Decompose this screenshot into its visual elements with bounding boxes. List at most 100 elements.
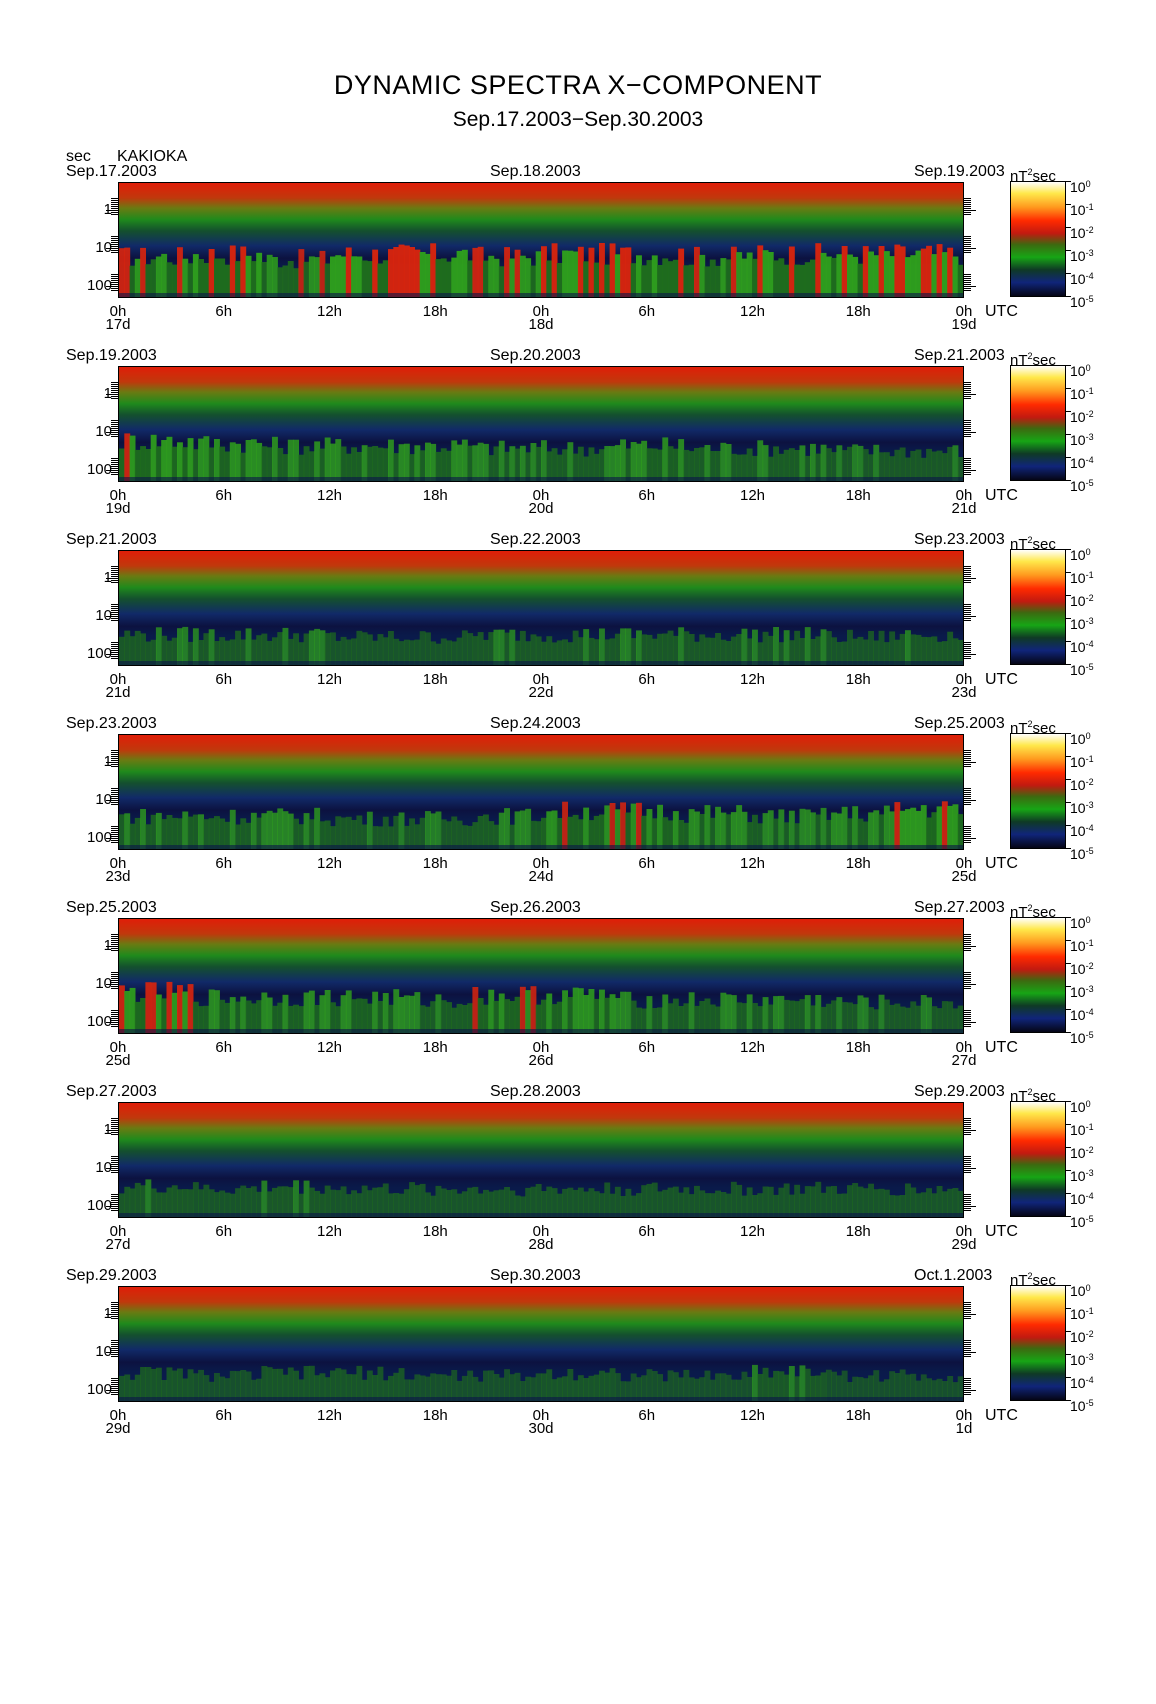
power-column bbox=[599, 243, 605, 297]
y-tick-left bbox=[111, 978, 118, 979]
power-column bbox=[926, 245, 932, 297]
y-tick-left bbox=[111, 604, 118, 605]
power-column bbox=[736, 805, 743, 849]
y-tick-right bbox=[964, 1026, 971, 1027]
power-column bbox=[182, 626, 189, 665]
power-column bbox=[667, 1370, 674, 1401]
power-column bbox=[720, 442, 727, 481]
power-column bbox=[804, 809, 811, 849]
power-column bbox=[546, 636, 553, 665]
y-tick-left bbox=[111, 804, 118, 805]
y-tick-left bbox=[111, 798, 118, 799]
power-column bbox=[593, 1191, 600, 1217]
y-tick-left bbox=[111, 982, 118, 983]
y-tick-right bbox=[964, 464, 971, 465]
power-column bbox=[419, 1183, 426, 1217]
y-tick-right bbox=[964, 282, 971, 283]
power-column bbox=[124, 813, 131, 849]
y-tick-left bbox=[111, 1170, 118, 1171]
power-column bbox=[551, 448, 558, 481]
power-column bbox=[915, 1005, 922, 1033]
power-column bbox=[894, 449, 901, 481]
power-column bbox=[171, 1185, 178, 1217]
colorbar-tick bbox=[1066, 1216, 1071, 1217]
day-label: 17d bbox=[105, 316, 131, 333]
colorbar-unit-sup: 2 bbox=[1027, 351, 1033, 361]
power-column bbox=[730, 1181, 737, 1217]
power-column bbox=[377, 263, 384, 297]
y-tick-left bbox=[111, 566, 118, 567]
station-label: KAKIOKA bbox=[117, 148, 188, 165]
power-column bbox=[604, 997, 611, 1033]
power-column bbox=[377, 1187, 384, 1217]
colorbar-tick-exp: -2 bbox=[1085, 961, 1094, 971]
y-tick-right bbox=[964, 1160, 971, 1161]
power-column bbox=[308, 256, 315, 297]
power-column bbox=[804, 1186, 811, 1217]
power-column bbox=[240, 452, 247, 481]
x-tick-label: 6h bbox=[215, 671, 233, 688]
power-column bbox=[314, 441, 321, 481]
power-column bbox=[662, 1381, 669, 1401]
spectrogram-plot bbox=[118, 734, 964, 850]
power-column bbox=[720, 1373, 727, 1401]
power-column bbox=[403, 245, 410, 297]
y-tick-right bbox=[964, 1130, 976, 1131]
power-column bbox=[947, 1376, 954, 1401]
power-column bbox=[799, 445, 806, 481]
power-column bbox=[636, 630, 642, 665]
power-column bbox=[119, 448, 125, 481]
power-column bbox=[625, 628, 632, 665]
y-tick-label: 1 bbox=[62, 1306, 112, 1321]
y-tick-left bbox=[111, 426, 118, 427]
colorbar-tick-exp: -1 bbox=[1085, 1306, 1094, 1316]
power-column bbox=[804, 1368, 811, 1401]
power-column bbox=[810, 1005, 816, 1033]
colorbar-tick-label: 10-3 bbox=[1070, 614, 1094, 631]
power-column bbox=[699, 814, 706, 849]
x-tick-label: 0h bbox=[955, 303, 973, 320]
power-column bbox=[688, 1377, 695, 1401]
power-column bbox=[161, 998, 168, 1033]
power-column bbox=[820, 1192, 827, 1217]
power-column bbox=[694, 246, 700, 297]
power-column bbox=[324, 263, 331, 297]
power-column bbox=[240, 1370, 247, 1401]
power-column bbox=[409, 1379, 415, 1401]
power-column bbox=[245, 822, 252, 849]
colorbar-tick-base: 10 bbox=[1070, 455, 1086, 471]
power-column bbox=[704, 998, 711, 1033]
power-column bbox=[224, 1002, 231, 1033]
y-tick-right bbox=[964, 948, 971, 949]
y-tick-left bbox=[111, 202, 118, 203]
y-tick-left bbox=[111, 472, 118, 473]
power-column bbox=[799, 808, 806, 849]
power-column bbox=[192, 1182, 199, 1217]
power-column bbox=[957, 1376, 963, 1401]
power-column bbox=[810, 259, 816, 297]
power-column bbox=[588, 637, 595, 665]
power-column bbox=[636, 255, 642, 297]
power-column bbox=[530, 634, 537, 665]
y-tick-right bbox=[964, 1132, 971, 1133]
power-column bbox=[952, 445, 959, 481]
power-column bbox=[393, 989, 400, 1033]
power-column bbox=[272, 812, 278, 849]
power-column bbox=[182, 991, 189, 1033]
colorbar-tick-base: 10 bbox=[1070, 616, 1086, 632]
power-column bbox=[678, 627, 685, 665]
power-column bbox=[905, 257, 911, 297]
power-column bbox=[171, 992, 178, 1033]
y-tick-right bbox=[964, 1346, 971, 1347]
colorbar-tick-exp: -4 bbox=[1085, 1007, 1094, 1017]
power-column bbox=[841, 450, 848, 481]
y-tick-left bbox=[111, 1012, 118, 1013]
power-column bbox=[825, 631, 832, 665]
power-column bbox=[282, 1186, 289, 1217]
power-column bbox=[847, 1185, 853, 1217]
power-column bbox=[847, 629, 853, 665]
power-column bbox=[324, 1377, 331, 1401]
day-label: 18d bbox=[528, 316, 554, 333]
y-tick-left bbox=[111, 206, 118, 207]
y-tick-left bbox=[111, 1306, 118, 1307]
